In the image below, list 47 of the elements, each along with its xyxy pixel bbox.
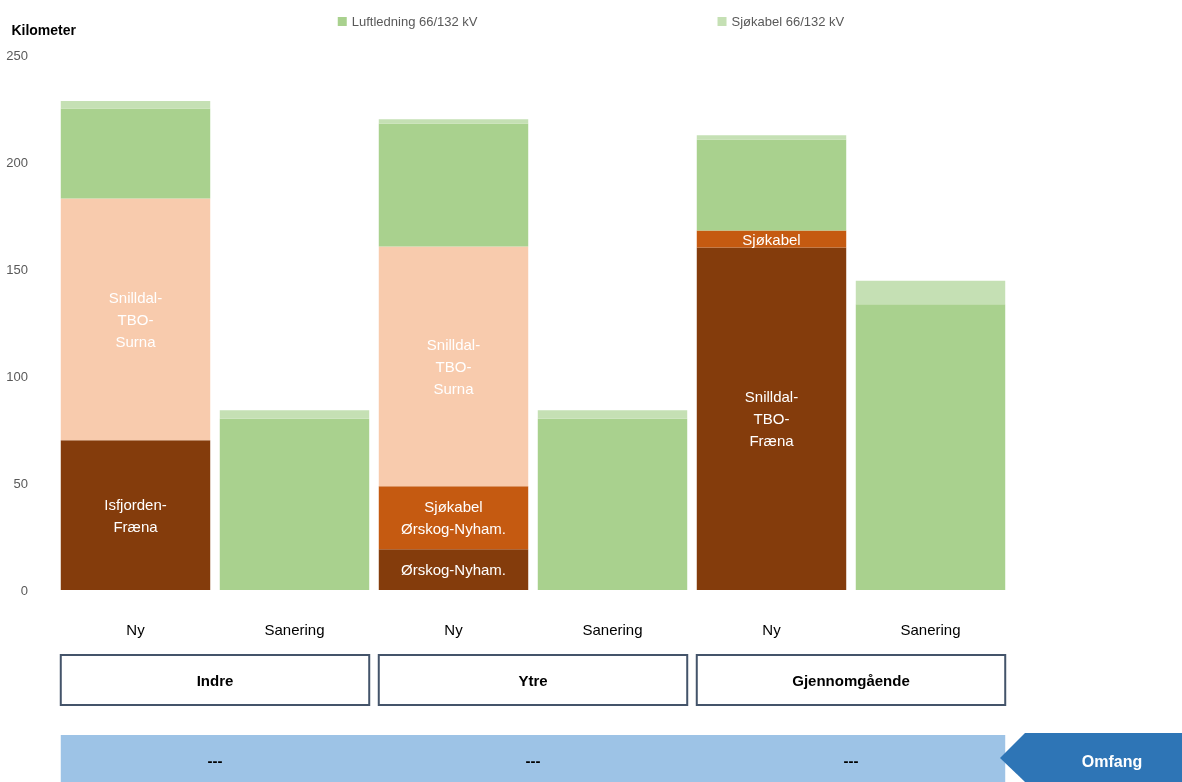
x-tick-label: Ny bbox=[126, 621, 146, 638]
bar bbox=[219, 410, 370, 419]
data-label: Snilldal- TBO- Surna bbox=[108, 288, 163, 350]
legend-label: Luftledning 66/132 kV bbox=[351, 14, 478, 29]
bar bbox=[378, 123, 529, 247]
x-tick-label: Sanering bbox=[264, 621, 325, 638]
y-tick-label: 100 bbox=[6, 368, 28, 384]
y-tick-label: 250 bbox=[6, 47, 28, 63]
y-tick-label: 0 bbox=[20, 582, 28, 598]
text: Ytre bbox=[518, 671, 548, 689]
bar bbox=[60, 440, 211, 590]
x-tick-label: Ny bbox=[444, 621, 464, 638]
text: --- bbox=[843, 751, 859, 769]
text: --- bbox=[207, 751, 223, 769]
data-label: Snilldal- TBO- Surna bbox=[426, 335, 481, 397]
bar bbox=[696, 230, 847, 248]
x-tick-label: Sanering bbox=[582, 621, 643, 638]
bar bbox=[378, 119, 529, 124]
legend-label: Sjøkabel 66/132 kV bbox=[731, 14, 845, 29]
y-tick-label: 200 bbox=[6, 154, 28, 170]
bar bbox=[855, 304, 1006, 590]
data-label: Sjøkabel Ørskog-Nyham. bbox=[400, 498, 507, 538]
bar bbox=[537, 410, 688, 419]
bar bbox=[696, 135, 847, 140]
x-tick-label: Ny bbox=[762, 621, 782, 638]
bar bbox=[378, 549, 529, 590]
bar bbox=[855, 280, 1006, 305]
data-label: Ørskog-Nyham. bbox=[400, 561, 507, 579]
y-axis-title: Kilometer bbox=[11, 22, 77, 38]
text: Indre bbox=[196, 671, 234, 689]
data-label: Sjøkabel bbox=[742, 230, 801, 248]
x-tick-label: Sanering bbox=[900, 621, 961, 638]
bar bbox=[537, 418, 688, 590]
text: --- bbox=[525, 751, 541, 769]
data-label: Isfjorden- Fræna bbox=[104, 495, 167, 535]
y-tick-label: 50 bbox=[13, 475, 28, 491]
text: Omfang bbox=[1081, 752, 1143, 770]
data-label: Snilldal- TBO- Fræna bbox=[744, 388, 799, 450]
y-tick-label: 150 bbox=[6, 261, 28, 277]
bar bbox=[696, 139, 847, 231]
text: Gjennomgående bbox=[792, 671, 910, 689]
bar bbox=[696, 247, 847, 590]
bar bbox=[378, 246, 529, 487]
bar bbox=[60, 198, 211, 441]
bar bbox=[60, 108, 211, 199]
bar bbox=[60, 101, 211, 109]
bar bbox=[219, 418, 370, 590]
